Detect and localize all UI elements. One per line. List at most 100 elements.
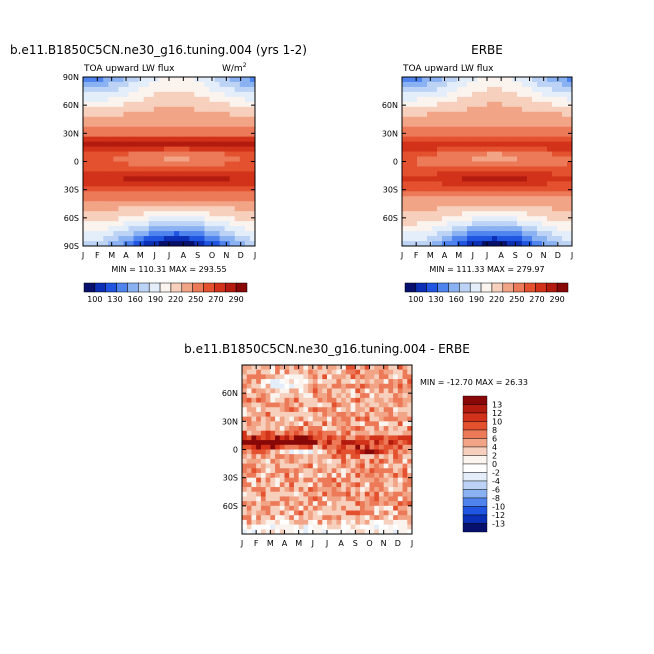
heatmap-cell <box>567 111 572 118</box>
heatmap-cell <box>113 131 120 138</box>
heatmap-cell <box>393 421 399 427</box>
heatmap-cell <box>472 211 478 217</box>
heatmap-cell <box>482 211 488 217</box>
heatmap-cell <box>88 131 94 138</box>
heatmap-cell <box>153 231 160 237</box>
heatmap-cell <box>234 206 241 212</box>
heatmap-cell <box>402 201 408 207</box>
heatmap-cell <box>517 221 523 227</box>
heatmap-cell <box>378 393 385 399</box>
heatmap-cell <box>345 379 352 385</box>
heatmap-cell <box>393 383 399 390</box>
heatmap-cell <box>542 236 548 242</box>
heatmap-cell <box>341 411 347 418</box>
heatmap-cell <box>374 515 380 521</box>
heatmap-cell <box>251 383 257 390</box>
heatmap-cell <box>229 81 236 88</box>
heatmap-cell <box>138 146 145 153</box>
heatmap-cell <box>383 515 389 521</box>
heatmap-cell <box>246 463 253 469</box>
heatmap-cell <box>482 231 488 237</box>
heatmap-cell <box>133 156 140 163</box>
heatmap-cell <box>189 81 195 88</box>
heatmap-cell <box>547 101 553 108</box>
heatmap-cell <box>163 141 170 148</box>
heatmap-cell <box>93 121 99 128</box>
heatmap-cell <box>312 397 319 404</box>
heatmap-cell <box>512 131 518 138</box>
heatmap-cell <box>108 216 114 222</box>
heatmap-cell <box>407 515 412 521</box>
heatmap-cell <box>374 477 380 483</box>
heatmap-cell <box>383 519 389 526</box>
heatmap-cell <box>284 472 290 479</box>
heatmap-cell <box>537 81 543 88</box>
heatmap-cell <box>462 236 468 242</box>
heatmap-cell <box>417 141 423 148</box>
colorbar-label: 100 <box>408 295 423 304</box>
heatmap-cell <box>402 236 408 242</box>
heatmap-cell <box>364 524 371 530</box>
heatmap-cell <box>417 236 423 242</box>
heatmap-cell <box>239 156 246 163</box>
heatmap-cell <box>378 411 385 418</box>
heatmap-cell <box>547 231 553 237</box>
heatmap-cell <box>133 201 140 207</box>
heatmap-cell <box>88 111 94 118</box>
heatmap-cell <box>417 206 423 212</box>
heatmap-cell <box>447 116 453 123</box>
heatmap-cell <box>98 231 104 237</box>
heatmap-cell <box>138 191 145 197</box>
heatmap-cell <box>133 206 140 212</box>
heatmap-cell <box>462 101 468 108</box>
heatmap-cell <box>246 369 253 375</box>
heatmap-cell <box>472 146 478 153</box>
x-tick-label: J <box>81 251 84 260</box>
heatmap-cell <box>355 397 361 404</box>
heatmap-cell <box>153 141 160 148</box>
heatmap-cell <box>517 166 523 173</box>
heatmap-cell <box>427 86 433 93</box>
heatmap-cell <box>98 236 104 242</box>
heatmap-cell <box>517 126 523 133</box>
heatmap-cell <box>163 96 170 103</box>
heatmap-cell <box>452 77 458 83</box>
heatmap-cell <box>427 81 433 88</box>
heatmap-cell <box>98 191 104 197</box>
heatmap-cell <box>194 201 200 207</box>
y-tick-label: 30S <box>383 186 398 195</box>
heatmap-cell <box>427 116 433 123</box>
heatmap-cell <box>402 161 408 168</box>
heatmap-cell <box>148 136 155 143</box>
heatmap-cell <box>98 81 104 88</box>
heatmap-cell <box>229 156 236 163</box>
heatmap-cell <box>289 458 295 465</box>
colorbar-swatch <box>415 282 427 293</box>
heatmap-cell <box>189 216 195 222</box>
heatmap-cell <box>374 388 380 394</box>
y-tick-label: 60N <box>63 101 79 110</box>
heatmap-cell <box>88 151 94 158</box>
heatmap-cell <box>169 186 175 192</box>
heatmap-cell <box>153 151 160 158</box>
heatmap-cell <box>537 101 543 108</box>
heatmap-cell <box>427 201 433 207</box>
heatmap-cell <box>567 206 572 212</box>
heatmap-cell <box>279 458 286 465</box>
heatmap-cell <box>224 201 231 207</box>
heatmap-cell <box>331 444 338 451</box>
heatmap-cell <box>412 186 418 192</box>
heatmap-cell <box>542 156 548 163</box>
heatmap-cell <box>457 156 463 163</box>
heatmap-cell <box>163 91 170 98</box>
y-tick-label: 60S <box>64 214 79 223</box>
heatmap-cell <box>388 402 394 408</box>
colorbar-label: 250 <box>188 295 203 304</box>
heatmap-cell <box>128 241 135 246</box>
heatmap-cell <box>251 463 257 469</box>
heatmap-cell <box>303 374 309 380</box>
heatmap-cell <box>214 186 221 192</box>
heatmap-cell <box>527 81 533 88</box>
heatmap-cell <box>103 121 109 128</box>
heatmap-cell <box>113 181 120 187</box>
